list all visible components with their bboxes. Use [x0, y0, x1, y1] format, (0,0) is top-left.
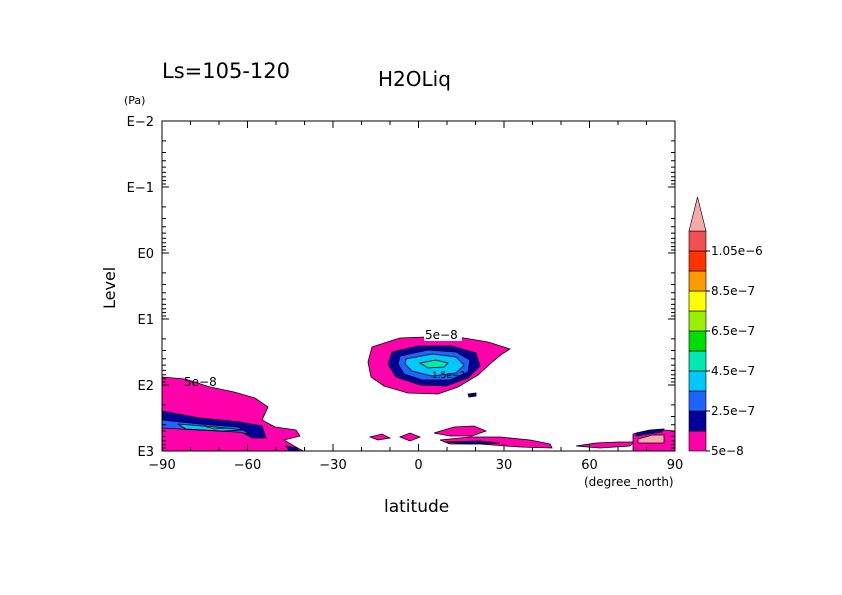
contour-label-equator: 5e−8 [425, 328, 458, 342]
colorbar-swatch [688, 390, 707, 412]
colorbar-tick-label: 6.5e−7 [711, 324, 755, 338]
equatorial-small-patch [467, 392, 477, 398]
x-axis: −90 −60 −30 0 30 60 90 [148, 121, 683, 473]
colorbar-swatch [688, 430, 707, 452]
north-polar-contour-1.5e-7 [635, 428, 665, 437]
colorbar-extend-triangle [688, 196, 707, 232]
x-tick-label: 30 [496, 458, 513, 473]
x-tick-label: −90 [148, 458, 175, 473]
colorbar-swatch [688, 330, 707, 352]
equatorial-contour-4.5e-7 [418, 359, 449, 369]
colorbar-tick-label: 8.5e−7 [711, 284, 755, 298]
surface-patch-4-core [443, 440, 501, 445]
y-tick-label: E3 [138, 445, 155, 460]
contour-label-inner: 1.5e−7 [432, 371, 465, 381]
y-axis-label: Level [100, 267, 119, 309]
y-tick-label: E2 [138, 379, 155, 394]
x-axis-label: latitude [384, 497, 449, 517]
contour-labels: 5e−8 5e−8 1.5e−7 [184, 328, 465, 389]
colorbar-swatch [688, 250, 707, 272]
south-polar-contour-5e-8 [162, 376, 305, 451]
surface-patch-1 [368, 433, 392, 441]
colorbar-swatch [688, 350, 707, 372]
surface-patch-2 [398, 432, 422, 442]
x-tick-label: −60 [234, 458, 261, 473]
colorbar-swatch [688, 230, 707, 252]
y-unit-label: (Pa) [124, 94, 145, 107]
south-polar-edge-patch [285, 445, 300, 451]
x-tick-label: 0 [414, 458, 422, 473]
contour-fill-layer [162, 335, 675, 451]
chart-subtitle: Ls=105-120 [162, 59, 290, 83]
colorbar-tick-label: 2.5e−7 [711, 404, 755, 418]
x-tick-label: 90 [667, 458, 684, 473]
south-polar-contour-4.5e-7 [203, 425, 227, 430]
y-tick-label: E−1 [127, 181, 154, 196]
y-tick-label: E−2 [127, 115, 154, 130]
contour-label-south: 5e−8 [184, 375, 217, 389]
colorbar-tick-label: 1.05e−6 [711, 244, 763, 258]
colorbar: 5e−8 2.5e−7 4.5e−7 6.5e−7 8.5e−7 1.05e−6 [688, 196, 763, 458]
colorbar-tick-label: 4.5e−7 [711, 364, 755, 378]
colorbar-swatch [688, 270, 707, 292]
y-tick-label: E0 [138, 247, 155, 262]
chart-title: H2OLiq [378, 67, 451, 91]
x-tick-label: −30 [319, 458, 346, 473]
surface-patch-5 [575, 441, 635, 449]
colorbar-tick-label: 5e−8 [711, 444, 744, 458]
colorbar-swatch [688, 410, 707, 432]
y-axis: E−2 E−1 E0 E1 E2 E3 [127, 115, 675, 460]
north-polar-contour-1.05e-6 [637, 434, 665, 444]
colorbar-swatch [688, 310, 707, 332]
y-tick-label: E1 [138, 313, 155, 328]
colorbar-swatch [688, 370, 707, 392]
x-tick-label: 60 [581, 458, 598, 473]
colorbar-swatch [688, 290, 707, 312]
surface-patch-3 [433, 425, 488, 437]
x-unit-label: (degree_north) [584, 475, 674, 489]
